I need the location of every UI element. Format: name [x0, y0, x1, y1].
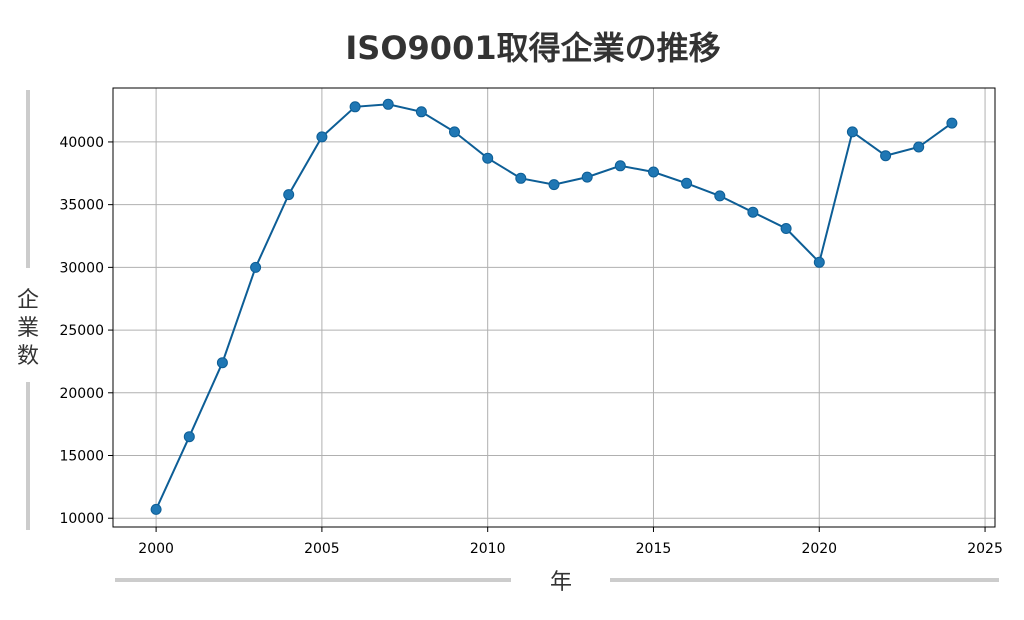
data-point [216, 357, 228, 369]
data-point [515, 172, 527, 184]
data-point [316, 131, 328, 143]
y-tick-label: 20000 [59, 386, 104, 402]
data-point [880, 150, 892, 162]
x-tick-label: 2020 [801, 541, 837, 557]
data-point [449, 126, 460, 138]
data-point [283, 189, 295, 201]
x-tick-label: 2000 [138, 541, 174, 557]
chart-title: ISO9001取得企業の推移 [345, 29, 720, 67]
data-point [548, 179, 560, 191]
data-point [747, 206, 759, 218]
x-tick-label: 2025 [967, 541, 1003, 557]
y-axis-title: 企業数 [17, 288, 39, 369]
y-axis-title-char: 業 [17, 316, 39, 341]
data-point [482, 152, 494, 164]
data-point [250, 261, 262, 273]
y-tick-label: 30000 [59, 260, 104, 276]
x-tick-label: 2015 [636, 541, 672, 557]
data-point [183, 431, 195, 443]
x-tick-label: 2005 [304, 541, 340, 557]
data-point [913, 141, 925, 153]
y-tick-label: 40000 [59, 135, 104, 151]
grid [113, 88, 995, 527]
data-point [780, 223, 792, 234]
y-tick-label: 35000 [59, 198, 104, 214]
data-point [415, 106, 427, 118]
y-tick-label: 10000 [59, 511, 104, 527]
data-points [150, 98, 958, 515]
y-axis-title-char: 数 [17, 344, 39, 369]
series-line [155, 103, 953, 510]
data-point [846, 126, 858, 138]
data-point [813, 256, 825, 268]
x-axis-title: 年 [550, 570, 572, 595]
data-point [946, 117, 958, 129]
plot-frame [112, 87, 996, 528]
x-axis-ticks: 2000 2005 2010 2015 2020 2025 [138, 527, 1003, 557]
data-point [681, 177, 693, 189]
data-point [614, 160, 626, 172]
data-point [150, 503, 162, 515]
data-point [714, 190, 726, 202]
x-tick-label: 2010 [470, 541, 506, 557]
y-axis-title-char: 企 [17, 288, 39, 313]
y-tick-label: 25000 [59, 323, 104, 339]
data-point [648, 166, 659, 178]
y-axis-ticks: 10000 15000 20000 25000 30000 35000 40000 [59, 135, 113, 527]
data-point [581, 171, 593, 183]
y-tick-label: 15000 [59, 449, 104, 465]
data-point [382, 98, 394, 110]
data-point [349, 101, 361, 113]
